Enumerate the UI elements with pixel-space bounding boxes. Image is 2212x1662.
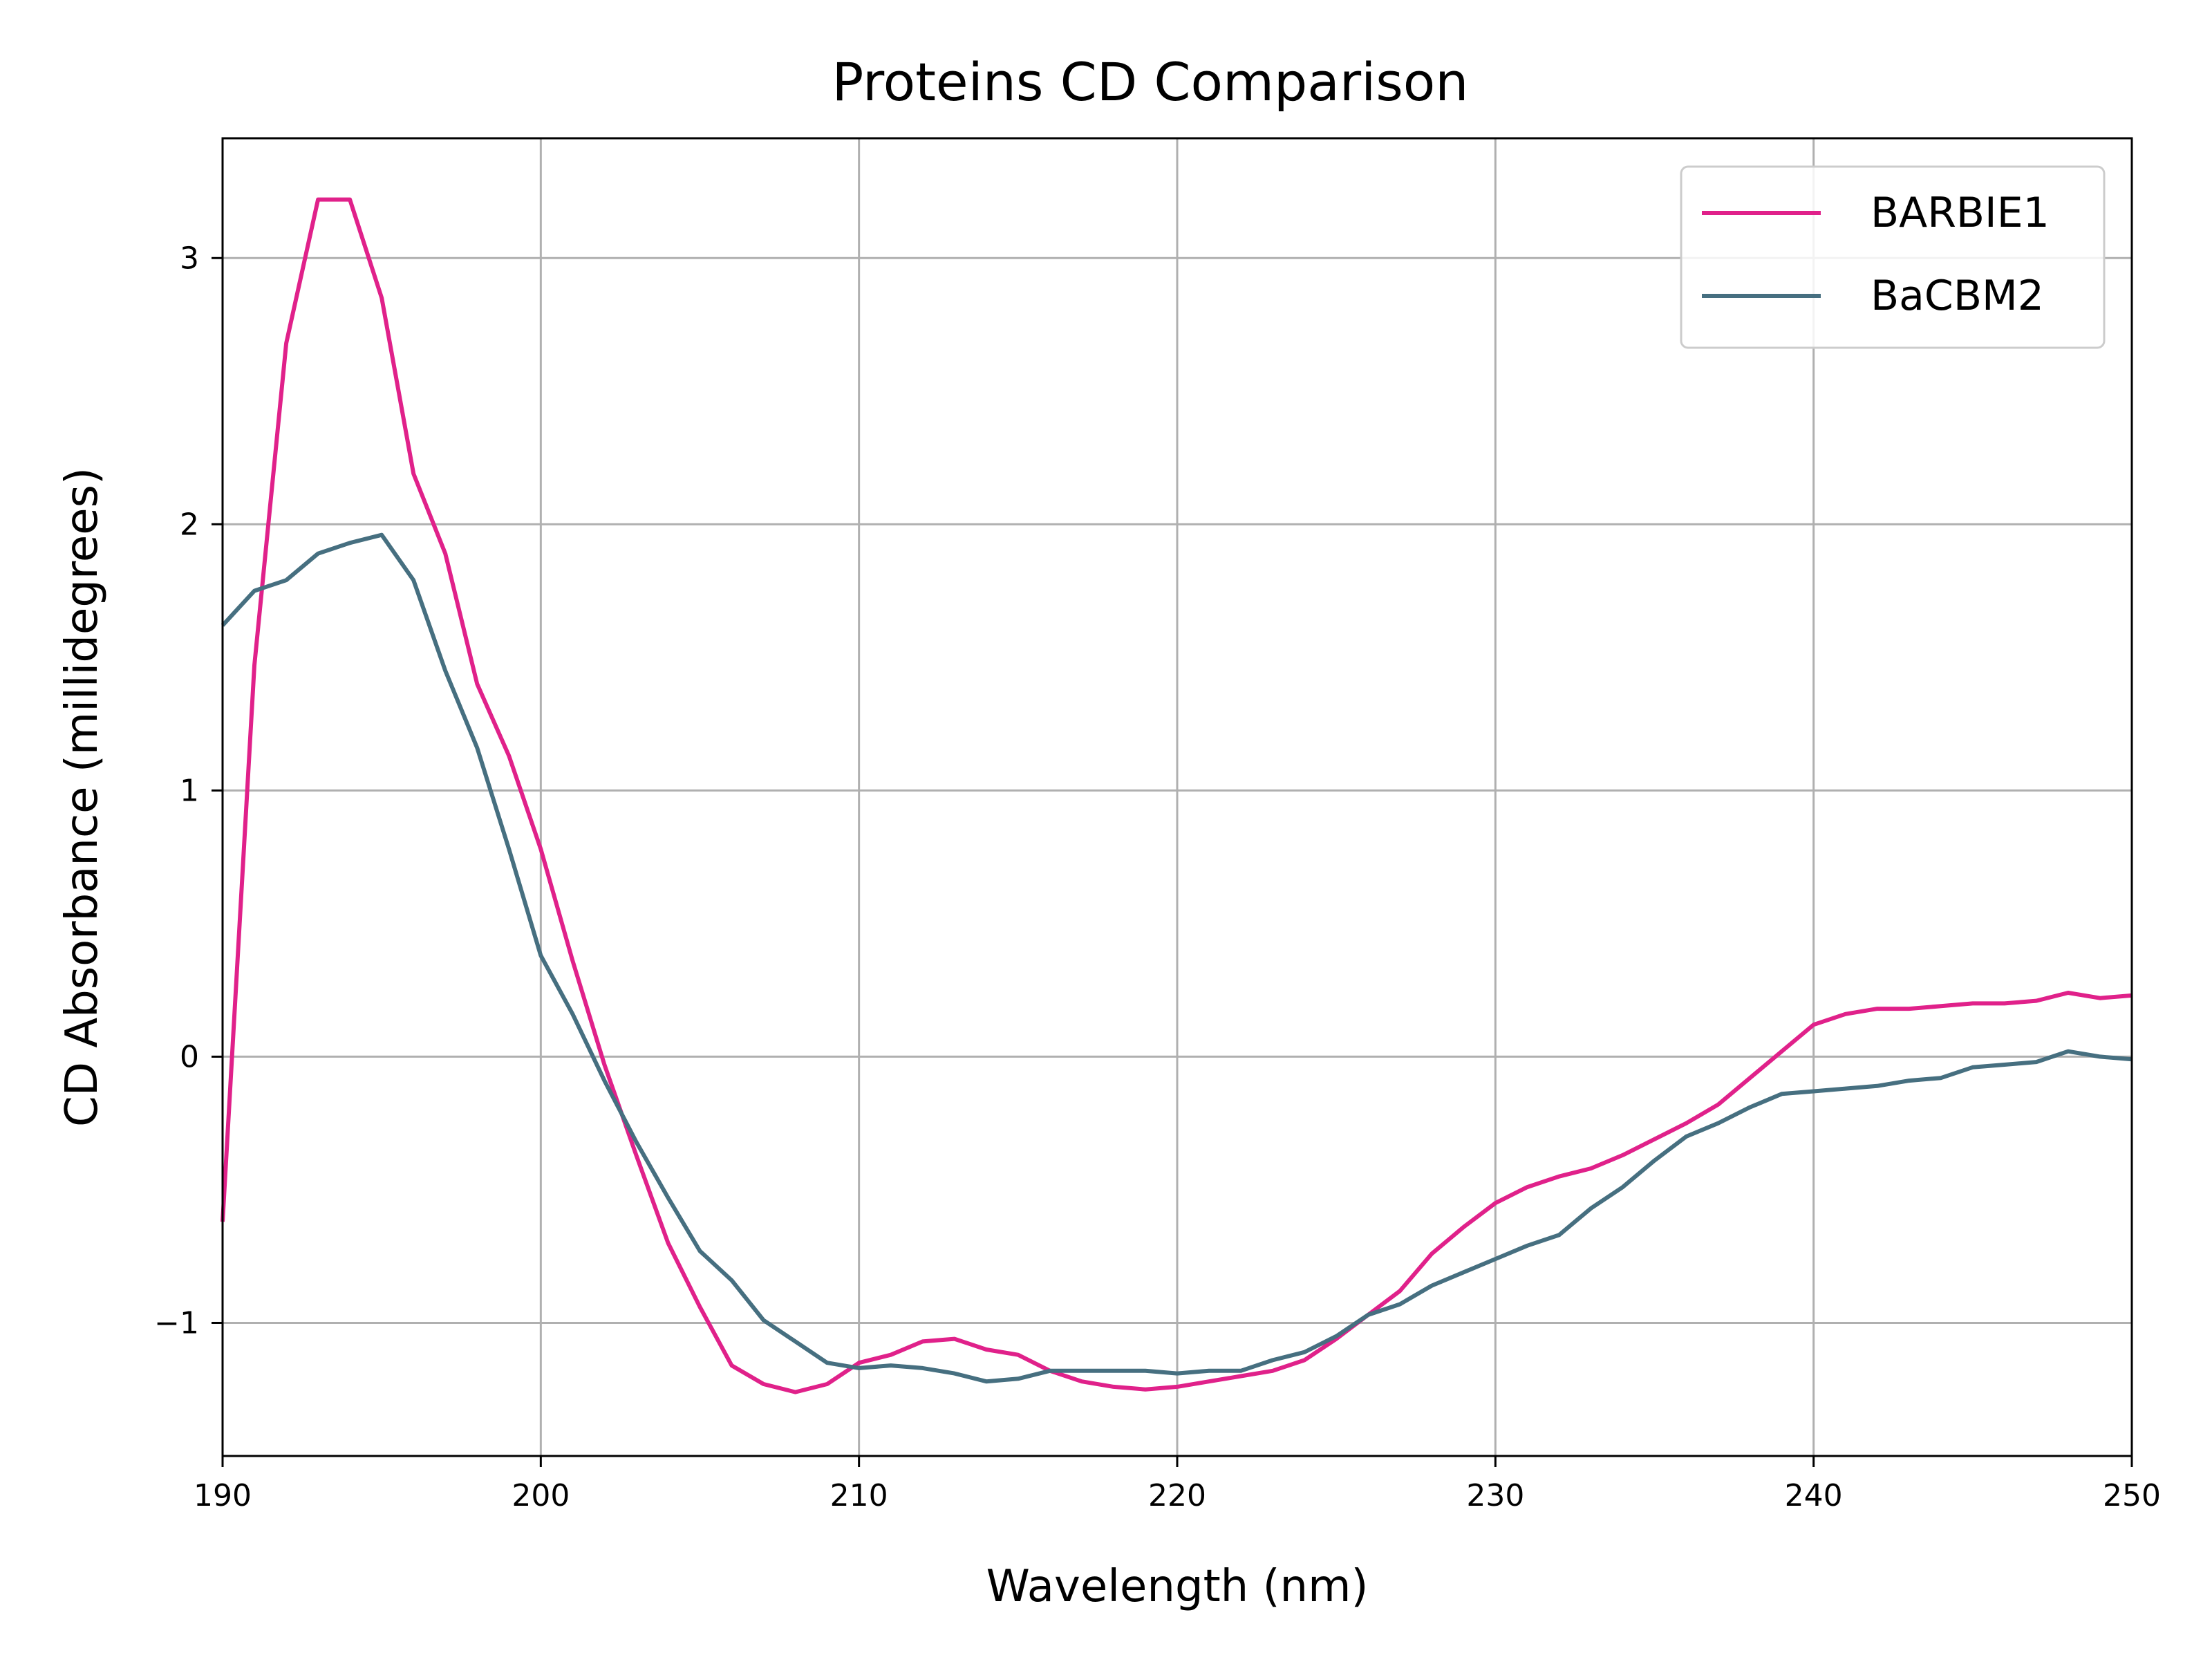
y-axis-label: CD Absorbance (millidegrees) (57, 467, 108, 1127)
x-tick-label: 230 (1466, 1478, 1524, 1513)
x-tick-label: 210 (830, 1478, 888, 1513)
y-tick-label: 3 (180, 241, 199, 276)
y-axis: −1 0 1 2 3 (154, 241, 223, 1341)
legend-label-barbie1: BARBIE1 (1871, 189, 2050, 237)
x-axis: 190 200 210 220 230 240 250 (194, 1456, 2161, 1513)
y-tick-label: 1 (180, 773, 199, 808)
legend: BARBIE1 BaCBM2 (1680, 165, 2106, 349)
grid (221, 138, 2133, 1456)
series-lines (221, 197, 2133, 1394)
y-tick-label: 0 (180, 1039, 199, 1074)
x-axis-label: Wavelength (nm) (986, 1561, 1369, 1612)
y-tick-label: −1 (154, 1305, 199, 1341)
x-tick-label: 200 (512, 1478, 570, 1513)
x-tick-label: 250 (2103, 1478, 2161, 1513)
x-tick-label: 240 (1785, 1478, 1843, 1513)
series-line-barbie1 (221, 197, 2133, 1394)
series-line-bacbm2 (221, 532, 2133, 1384)
legend-label-bacbm2: BaCBM2 (1871, 272, 2044, 320)
y-tick-label: 2 (180, 507, 199, 542)
x-tick-label: 190 (194, 1478, 252, 1513)
x-tick-label: 220 (1148, 1478, 1206, 1513)
chart-title: Proteins CD Comparison (832, 51, 1469, 113)
